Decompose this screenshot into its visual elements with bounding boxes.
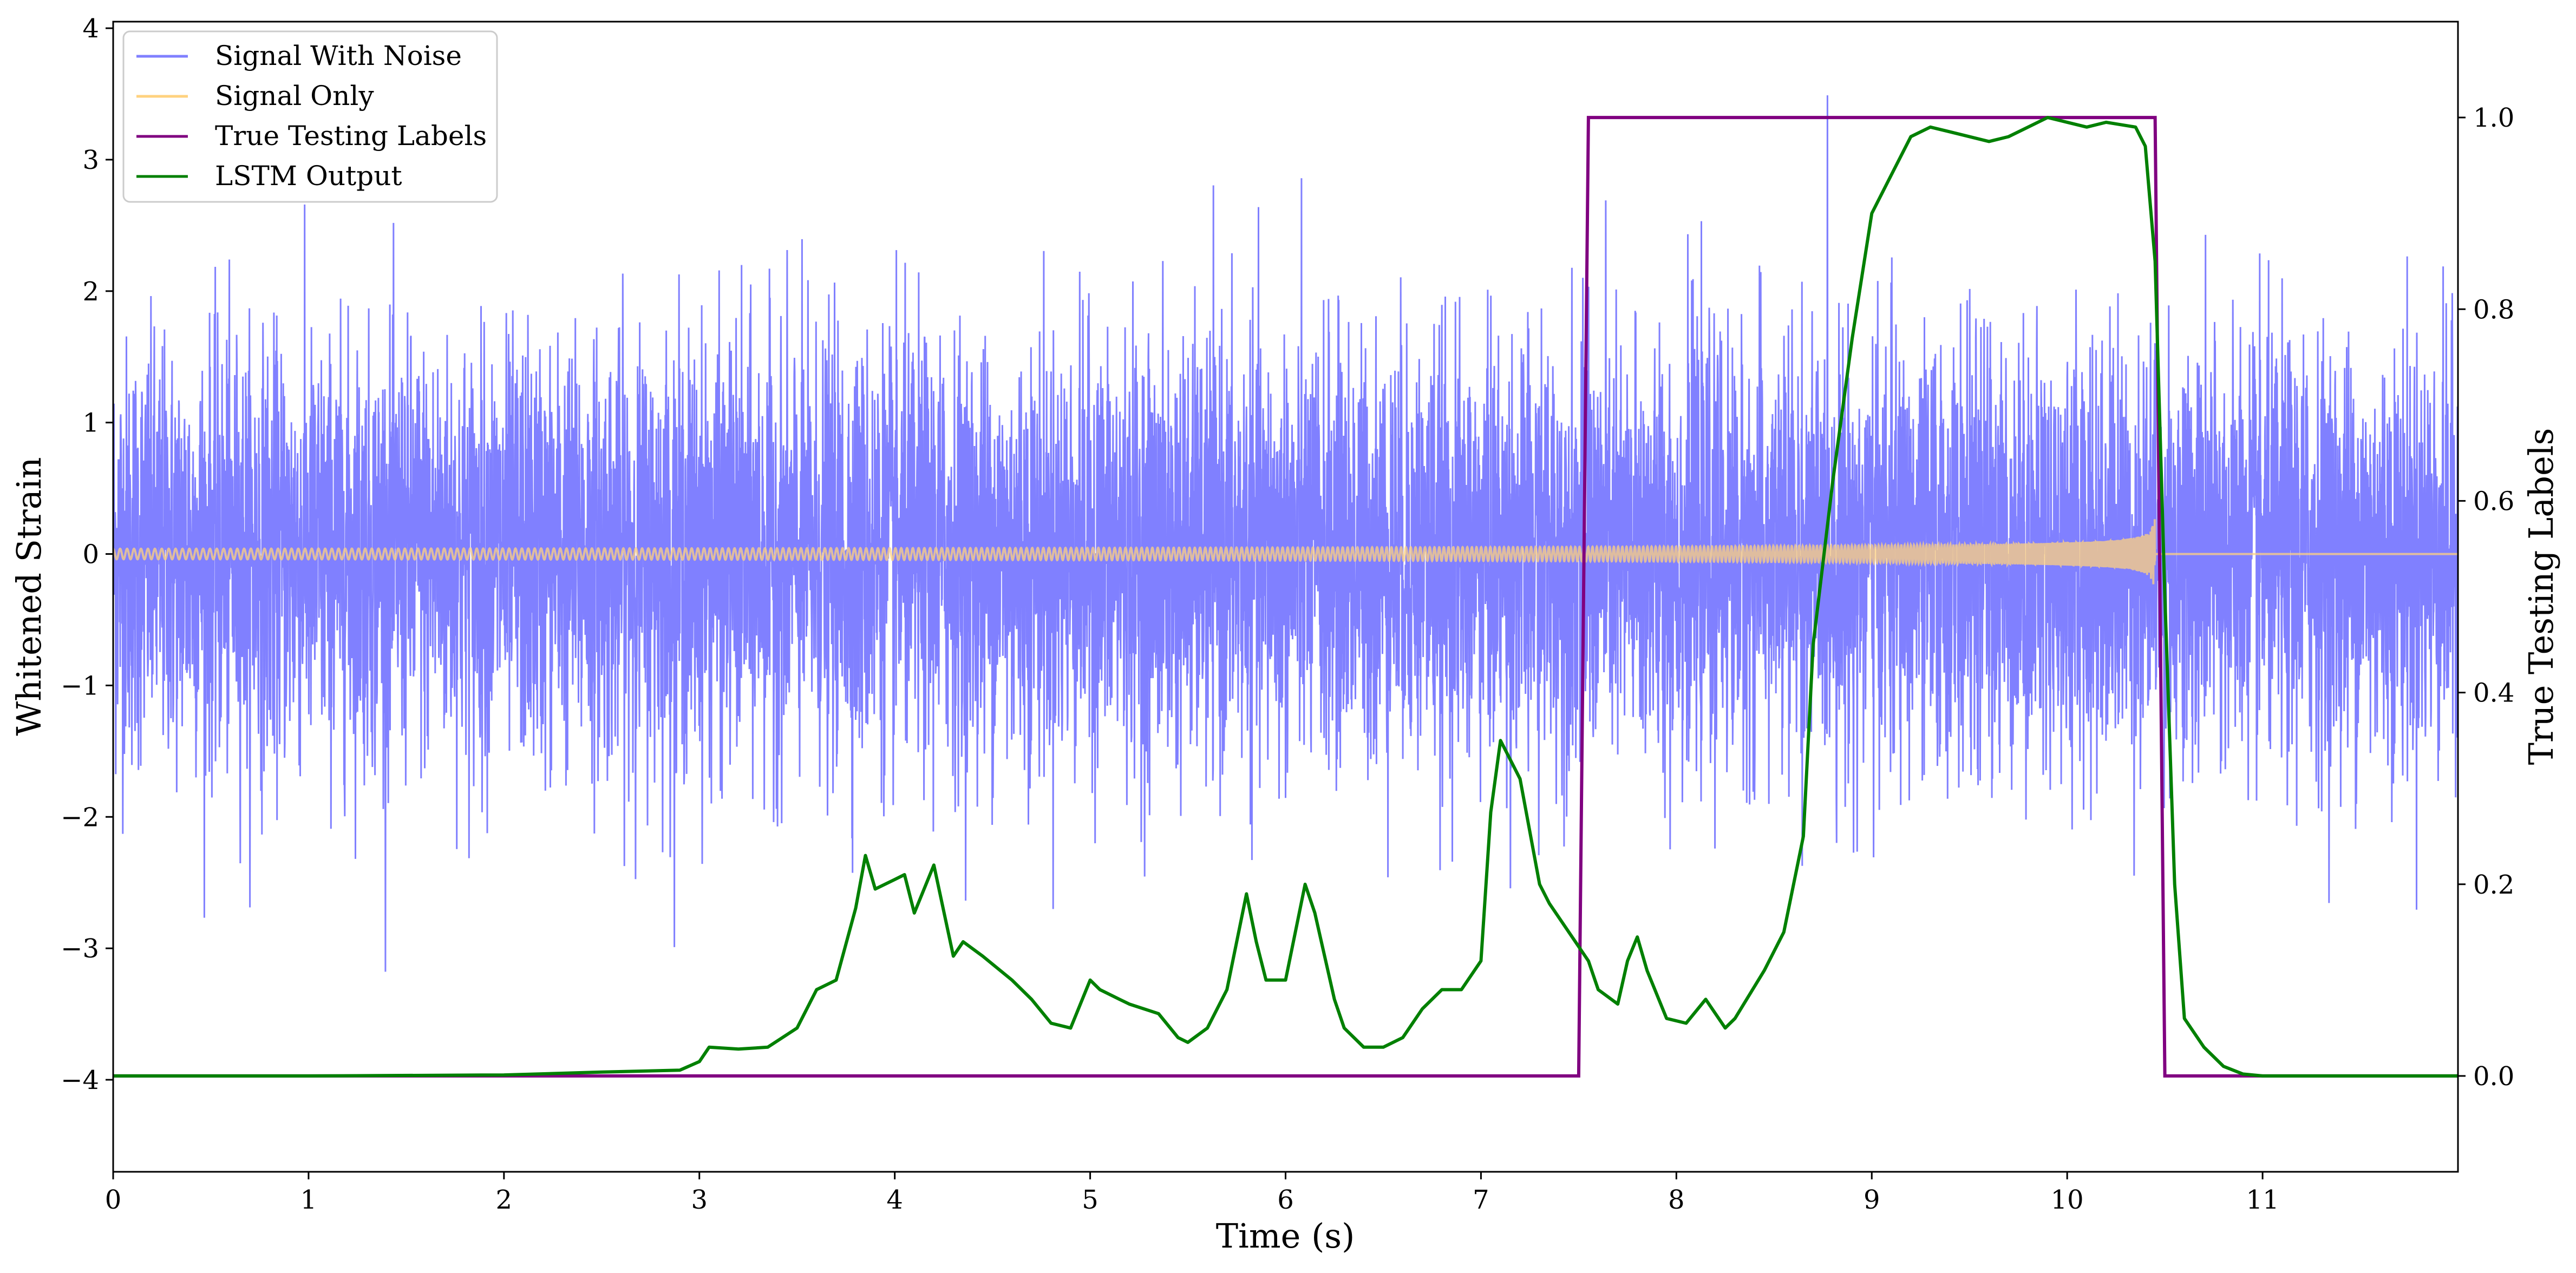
x-tick-label: 10	[2051, 1185, 2084, 1215]
x-tick-label: 4	[886, 1185, 903, 1215]
legend-label-true-testing-labels: True Testing Labels	[215, 120, 487, 152]
plot-area	[113, 95, 2458, 1078]
y-axis-left-label: Whitened Strain	[9, 457, 49, 736]
y-left-tick-label: −4	[61, 1065, 99, 1095]
x-axis: 0 1 2 3 4 5 6 7 8 9 10 11	[105, 1172, 2279, 1215]
series-signal-only-line	[113, 519, 2458, 585]
legend-label-lstm-output: LSTM Output	[215, 160, 402, 192]
legend-label-signal-only: Signal Only	[215, 80, 374, 111]
series-lstm-output	[113, 116, 2458, 1078]
y-left-tick-label: −3	[61, 934, 99, 964]
y-left-tick-label: −2	[61, 802, 99, 832]
x-tick-label: 2	[496, 1185, 513, 1215]
y-left-tick-label: 3	[82, 145, 99, 175]
y-left-tick-label: 4	[82, 14, 99, 44]
y-axis-left: −4 −3 −2 −1 0 1 2 3 4	[61, 14, 113, 1095]
y-left-tick-label: 1	[82, 408, 99, 438]
y-right-tick-label: 0.6	[2473, 486, 2514, 516]
series-signal-only	[113, 519, 2458, 585]
x-tick-label: 11	[2246, 1185, 2279, 1215]
series-true-testing-labels-line	[113, 116, 2458, 1078]
y-left-tick-label: 2	[82, 277, 99, 307]
y-axis-right: 0.0 0.2 0.4 0.6 0.8 1.0	[2458, 103, 2514, 1092]
series-true-testing-labels	[113, 116, 2458, 1078]
legend-label-signal-with-noise: Signal With Noise	[215, 40, 462, 71]
x-tick-label: 0	[105, 1185, 122, 1215]
x-tick-label: 3	[691, 1185, 708, 1215]
x-tick-label: 7	[1473, 1185, 1489, 1215]
x-tick-label: 9	[1864, 1185, 1880, 1215]
x-tick-label: 1	[300, 1185, 317, 1215]
y-right-tick-label: 0.2	[2473, 870, 2514, 900]
y-left-tick-label: −1	[61, 671, 99, 701]
x-tick-label: 5	[1082, 1185, 1099, 1215]
legend-box	[122, 30, 498, 203]
x-axis-label: Time (s)	[1216, 1216, 1355, 1256]
y-left-tick-label: 0	[82, 540, 99, 570]
y-right-tick-label: 0.0	[2473, 1061, 2514, 1092]
series-lstm-output-line	[113, 116, 2458, 1078]
y-right-tick-label: 0.8	[2473, 294, 2514, 325]
series-signal-with-noise-line	[113, 95, 2458, 972]
y-axis-right-label: True Testing Labels	[2521, 428, 2561, 765]
legend: Signal With Noise Signal Only True Testi…	[122, 30, 498, 203]
y-right-tick-label: 1.0	[2473, 103, 2514, 133]
y-right-tick-label: 0.4	[2473, 678, 2514, 708]
series-signal-with-noise	[113, 95, 2458, 972]
x-tick-label: 8	[1668, 1185, 1685, 1215]
x-tick-label: 6	[1277, 1185, 1294, 1215]
